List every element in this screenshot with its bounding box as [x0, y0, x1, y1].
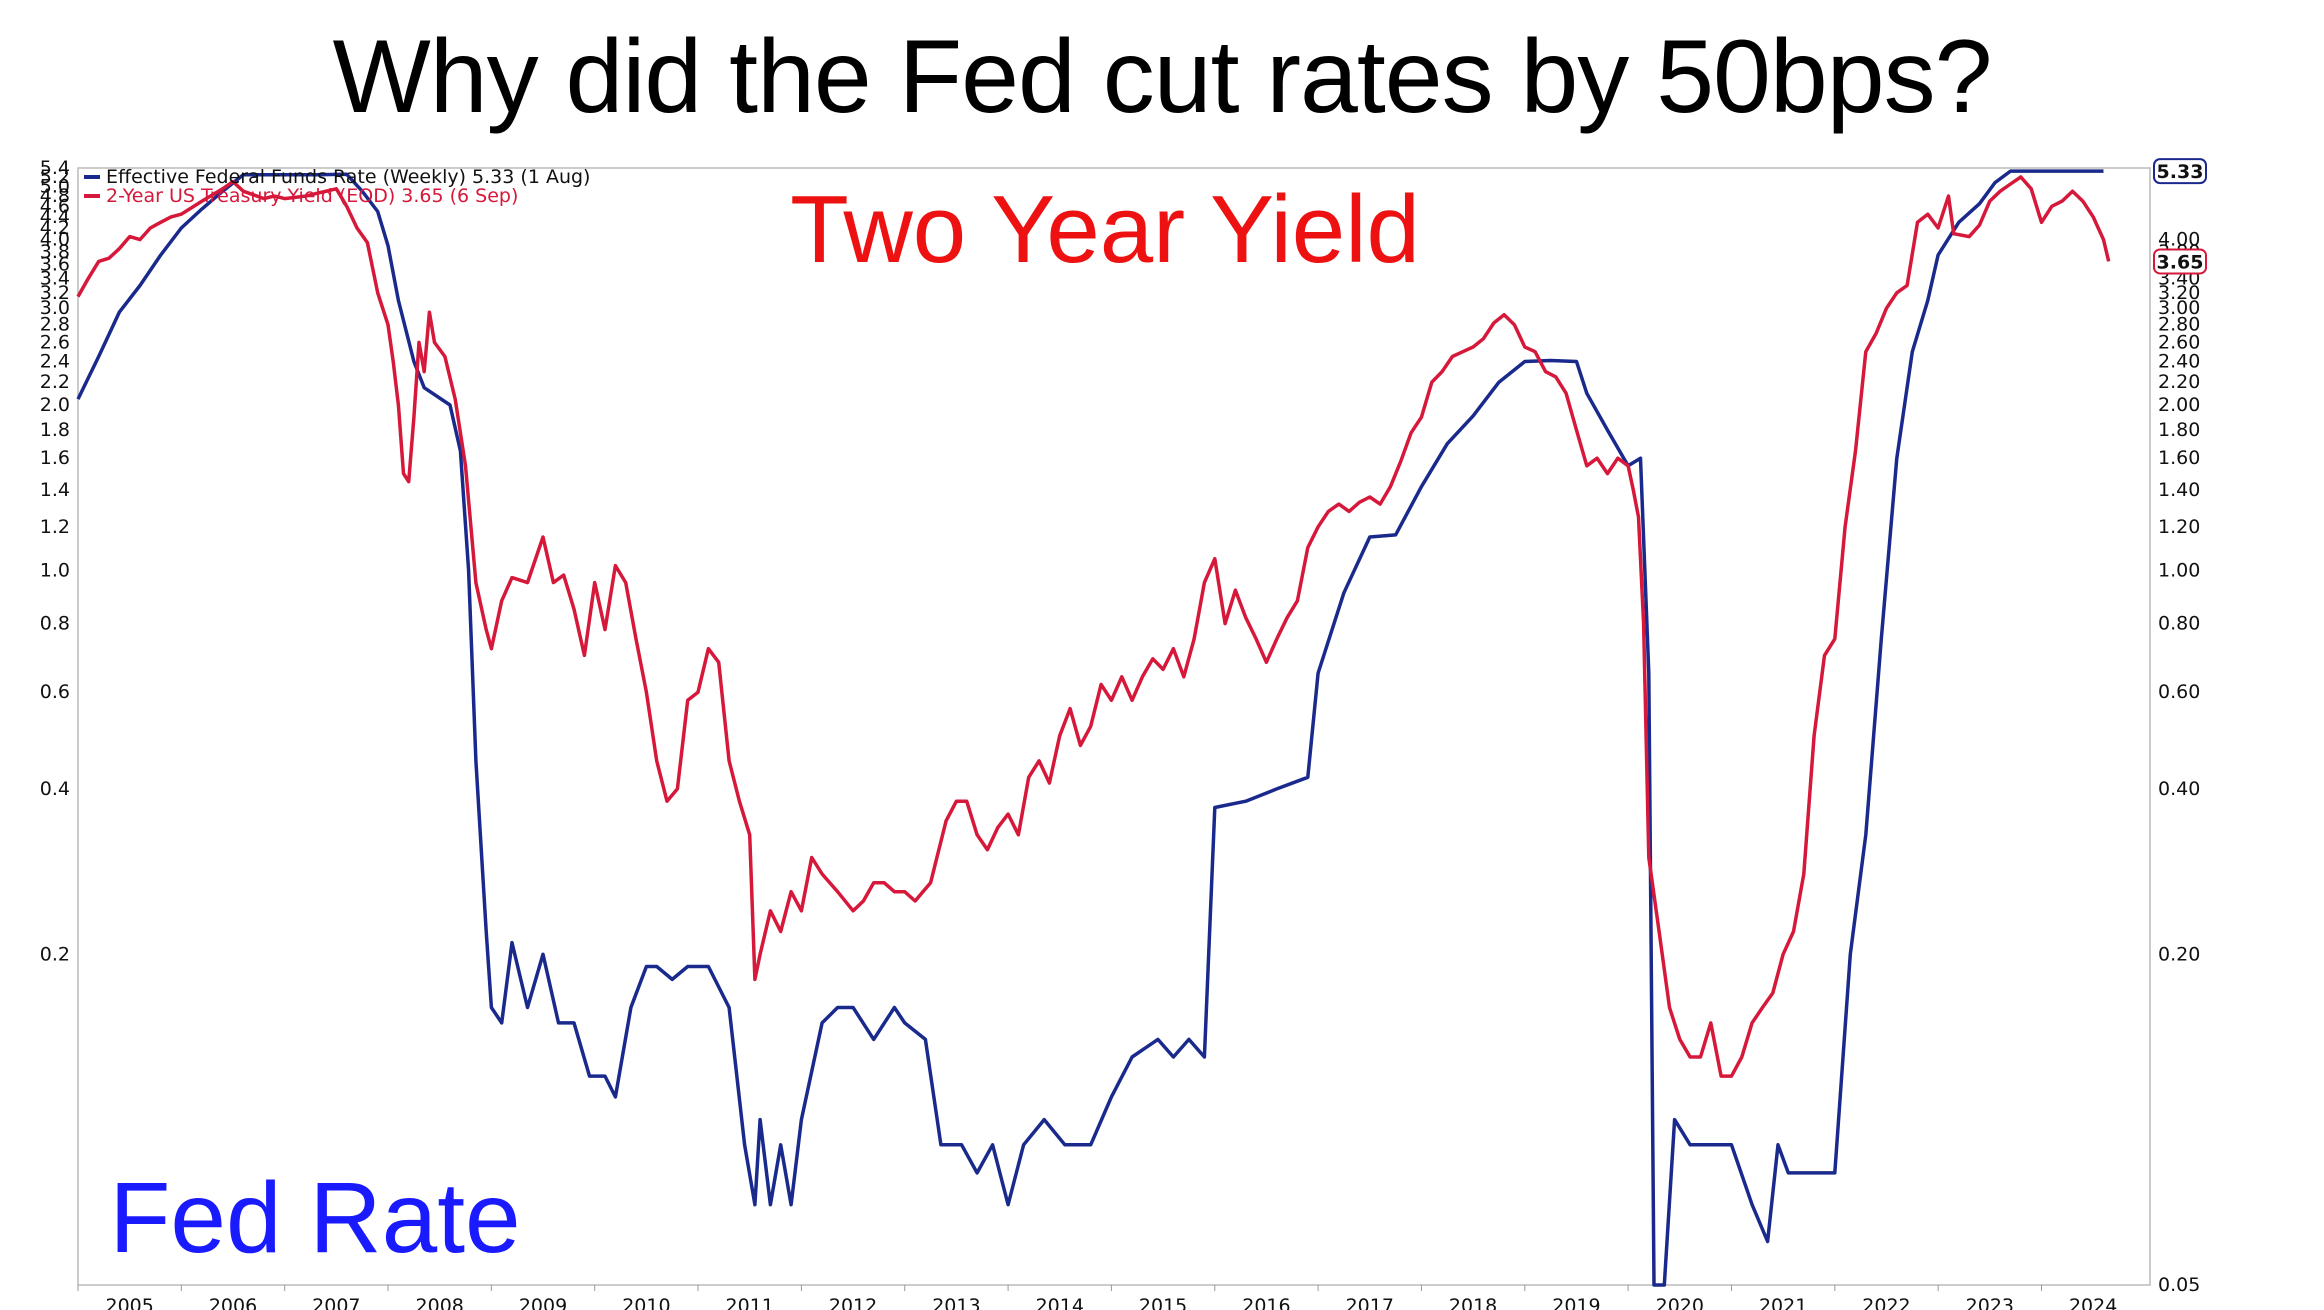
left-tick-label: 1.0: [40, 559, 70, 581]
right-tick-label: 1.80: [2158, 419, 2200, 441]
axis-ticks: 2005 2006 2007 2008 2009 2010 2011 2012 2013 2014…: [40, 157, 2201, 1310]
right-tick-label: 0.20: [2158, 943, 2200, 965]
left-tick-label: 0.6: [40, 681, 70, 703]
left-tick-label: 1.8: [40, 419, 70, 441]
left-tick-label: 2.0: [40, 394, 70, 416]
right-tick-label: 2.80: [2158, 314, 2200, 336]
x-tick-label: 2022: [1862, 1295, 1910, 1310]
left-tick-label: 2.4: [40, 350, 70, 372]
legend-entry: Effective Federal Funds Rate (Weekly) 5.…: [106, 166, 590, 188]
right-tick-label: 0.05: [2158, 1274, 2200, 1296]
plot-border: [77, 167, 2151, 1286]
left-tick-label: 2.6: [40, 331, 70, 353]
x-tick-label: 2011: [726, 1295, 774, 1310]
legend: Effective Federal Funds Rate (Weekly) 5.…: [84, 166, 590, 207]
chart-title: Why did the Fed cut rates by 50bps?: [332, 19, 1993, 135]
two-year-last-badge: [2153, 248, 2207, 275]
left-tick-label: 0.8: [40, 613, 70, 635]
right-tick-label: 3.00: [2158, 297, 2200, 319]
right-tick-label: 0.80: [2158, 613, 2200, 635]
x-tick-label: 2020: [1656, 1295, 1704, 1310]
x-tick-label: 2010: [622, 1295, 670, 1310]
two-year-annotation: Two Year Yield: [790, 176, 1420, 283]
left-tick-label: 0.4: [40, 778, 70, 800]
left-tick-label: 5.0: [40, 175, 70, 197]
left-tick-label: 5.2: [40, 166, 70, 188]
left-tick-label: 3.4: [40, 267, 70, 289]
plot-frame: [77, 167, 2151, 1286]
right-tick-label: 1.00: [2158, 559, 2200, 581]
left-tick-label: 1.6: [40, 447, 70, 469]
left-tick-label: 4.4: [40, 206, 70, 228]
x-tick-label: 2021: [1759, 1295, 1807, 1310]
right-tick-label: 3.20: [2158, 282, 2200, 304]
fed-funds-last-value: 5.33: [2157, 161, 2204, 183]
right-tick-label: 0.40: [2158, 778, 2200, 800]
x-tick-label: 2017: [1346, 1295, 1394, 1310]
right-tick-label: 1.20: [2158, 516, 2200, 538]
x-tick-label: 2006: [209, 1295, 257, 1310]
two-year-last-value: 3.65: [2157, 251, 2204, 273]
left-tick-label: 5.4: [40, 157, 70, 179]
right-tick-label: 1.60: [2158, 447, 2200, 469]
x-tick-label: 2005: [105, 1295, 153, 1310]
x-tick-label: 2019: [1552, 1295, 1600, 1310]
left-tick-label: 1.4: [40, 479, 70, 501]
left-tick-label: 3.0: [40, 297, 70, 319]
right-tick-label: 2.00: [2158, 394, 2200, 416]
left-tick-label: 4.6: [40, 195, 70, 217]
right-tick-label: 1.40: [2158, 479, 2200, 501]
right-tick-label: 2.60: [2158, 331, 2200, 353]
x-tick-label: 2008: [416, 1295, 464, 1310]
fed-rate-annotation: Fed Rate: [109, 1162, 520, 1274]
x-tick-label: 2007: [312, 1295, 360, 1310]
x-tick-label: 2012: [829, 1295, 877, 1310]
x-tick-label: 2014: [1036, 1295, 1084, 1310]
x-tick-label: 2016: [1242, 1295, 1290, 1310]
left-tick-label: 3.6: [40, 254, 70, 276]
right-tick-label: 2.20: [2158, 371, 2200, 393]
left-tick-label: 0.2: [40, 943, 70, 965]
x-tick-label: 2024: [2069, 1295, 2117, 1310]
left-tick-label: 2.2: [40, 371, 70, 393]
left-tick-label: 4.2: [40, 217, 70, 239]
x-tick-label: 2015: [1139, 1295, 1187, 1310]
fed-funds-last-badge: [2153, 158, 2207, 185]
right-tick-label: 0.60: [2158, 681, 2200, 703]
two-year-line: [76, 175, 2111, 1078]
fed-funds-line: [76, 169, 2104, 1287]
left-tick-label: 2.8: [40, 314, 70, 336]
x-tick-label: 2023: [1966, 1295, 2014, 1310]
right-tick-label: 2.40: [2158, 350, 2200, 372]
right-tick-label: 4.00: [2158, 229, 2200, 251]
left-tick-label: 3.2: [40, 282, 70, 304]
x-tick-label: 2013: [932, 1295, 980, 1310]
legend-entry: 2-Year US Treasury Yield (EOD) 3.65 (6 S…: [106, 185, 518, 207]
left-tick-label: 3.8: [40, 241, 70, 263]
left-tick-label: 4.8: [40, 185, 70, 207]
left-tick-label: 4.0: [40, 229, 70, 251]
x-tick-label: 2018: [1449, 1295, 1497, 1310]
x-tick-label: 2009: [519, 1295, 567, 1310]
series-lines: 5.33 3.65: [76, 158, 2207, 1287]
annotations: Two Year Yield Fed Rate: [109, 176, 1420, 1274]
left-tick-label: 1.2: [40, 516, 70, 538]
